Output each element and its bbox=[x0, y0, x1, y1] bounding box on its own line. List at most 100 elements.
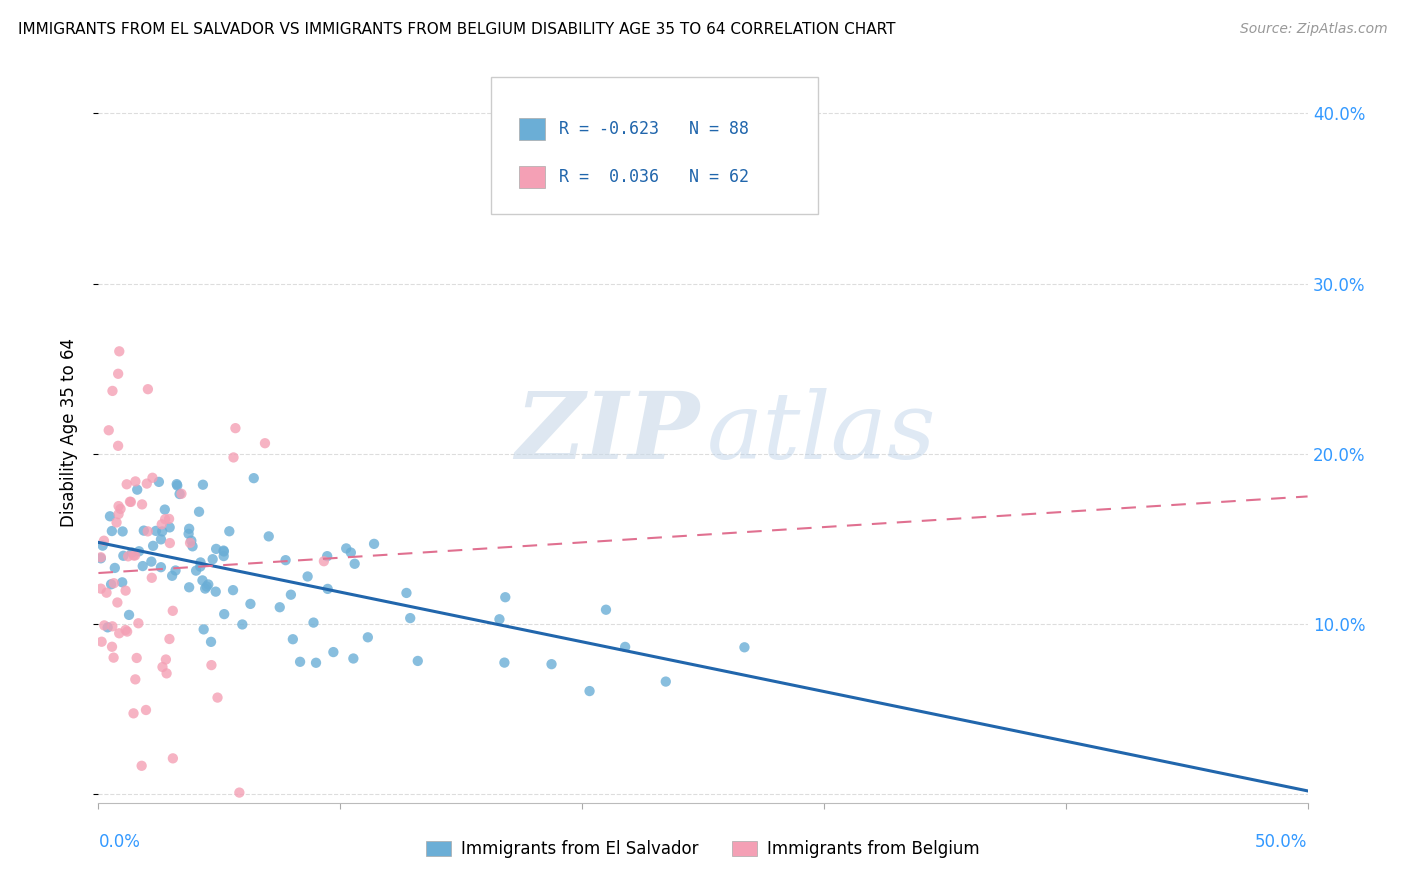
Point bbox=[152, 660, 174, 674]
Point bbox=[595, 603, 617, 617]
Point bbox=[200, 635, 222, 649]
Point bbox=[145, 524, 167, 538]
Point bbox=[118, 494, 141, 508]
Point bbox=[97, 620, 120, 634]
Point bbox=[131, 497, 153, 511]
Point bbox=[121, 545, 143, 559]
Point bbox=[101, 640, 124, 654]
Point bbox=[200, 658, 222, 673]
Point bbox=[162, 604, 184, 618]
Point bbox=[142, 539, 165, 553]
Point bbox=[399, 611, 422, 625]
Point bbox=[166, 477, 188, 491]
Point bbox=[655, 674, 678, 689]
Point bbox=[124, 673, 146, 687]
Text: R = -0.623   N = 88: R = -0.623 N = 88 bbox=[560, 120, 749, 138]
Point bbox=[257, 529, 280, 543]
Point bbox=[104, 561, 127, 575]
Point bbox=[406, 654, 429, 668]
Point bbox=[170, 487, 193, 501]
Point bbox=[191, 574, 214, 588]
Point bbox=[162, 751, 184, 765]
Point bbox=[281, 632, 304, 647]
Point bbox=[108, 626, 131, 640]
Point bbox=[90, 582, 112, 596]
Point bbox=[155, 652, 177, 666]
Point bbox=[108, 344, 131, 359]
Point bbox=[93, 533, 115, 548]
Text: R =  0.036   N = 62: R = 0.036 N = 62 bbox=[560, 169, 749, 186]
Point bbox=[335, 541, 357, 556]
Point bbox=[322, 645, 344, 659]
Point bbox=[205, 541, 228, 556]
Point bbox=[197, 577, 219, 591]
Point bbox=[136, 382, 159, 396]
Point bbox=[363, 537, 385, 551]
Point bbox=[207, 690, 229, 705]
Point bbox=[127, 616, 149, 631]
Point bbox=[105, 595, 128, 609]
Point bbox=[115, 477, 138, 491]
Point bbox=[132, 524, 155, 538]
Point bbox=[125, 651, 148, 665]
Point bbox=[312, 554, 335, 568]
Point bbox=[122, 549, 145, 563]
Bar bbox=[519, 166, 544, 188]
Point bbox=[120, 495, 142, 509]
Point bbox=[194, 582, 217, 596]
Point bbox=[733, 640, 755, 655]
Point bbox=[274, 553, 297, 567]
Point bbox=[488, 612, 510, 626]
Point bbox=[97, 423, 120, 437]
Point bbox=[131, 759, 153, 773]
Point bbox=[101, 619, 124, 633]
Point bbox=[193, 623, 215, 637]
Point bbox=[135, 703, 157, 717]
Text: ZIP: ZIP bbox=[515, 388, 699, 477]
Point bbox=[218, 524, 240, 539]
Point bbox=[149, 560, 172, 574]
FancyBboxPatch shape bbox=[492, 78, 818, 214]
Point bbox=[159, 520, 181, 534]
Point bbox=[159, 632, 181, 646]
Point bbox=[100, 577, 122, 591]
Point bbox=[212, 544, 235, 558]
Point bbox=[302, 615, 325, 630]
Point bbox=[150, 517, 173, 532]
Point bbox=[96, 585, 118, 599]
Bar bbox=[519, 118, 544, 140]
Text: 0.0%: 0.0% bbox=[98, 833, 141, 851]
Text: Source: ZipAtlas.com: Source: ZipAtlas.com bbox=[1240, 22, 1388, 37]
Point bbox=[111, 524, 134, 539]
Point bbox=[578, 684, 600, 698]
Point bbox=[90, 550, 112, 565]
Point bbox=[149, 533, 172, 547]
Point bbox=[184, 564, 207, 578]
Point bbox=[105, 516, 128, 530]
Point bbox=[159, 536, 181, 550]
Point bbox=[107, 499, 129, 513]
Point bbox=[212, 607, 235, 621]
Point bbox=[124, 549, 146, 563]
Point bbox=[141, 471, 163, 485]
Point bbox=[316, 582, 339, 596]
Point bbox=[179, 536, 201, 550]
Point bbox=[155, 666, 177, 681]
Point bbox=[342, 651, 364, 665]
Point bbox=[191, 477, 214, 491]
Point bbox=[188, 505, 211, 519]
Point bbox=[239, 597, 262, 611]
Point bbox=[141, 571, 163, 585]
Text: 50.0%: 50.0% bbox=[1256, 833, 1308, 851]
Point bbox=[195, 580, 218, 594]
Point bbox=[107, 367, 129, 381]
Point bbox=[305, 656, 328, 670]
Text: IMMIGRANTS FROM EL SALVADOR VS IMMIGRANTS FROM BELGIUM DISABILITY AGE 35 TO 64 C: IMMIGRANTS FROM EL SALVADOR VS IMMIGRANT… bbox=[18, 22, 896, 37]
Point bbox=[93, 618, 115, 632]
Point bbox=[127, 483, 149, 497]
Point bbox=[136, 524, 159, 539]
Text: atlas: atlas bbox=[707, 388, 936, 477]
Point bbox=[141, 555, 163, 569]
Point bbox=[90, 551, 112, 566]
Point bbox=[115, 624, 138, 639]
